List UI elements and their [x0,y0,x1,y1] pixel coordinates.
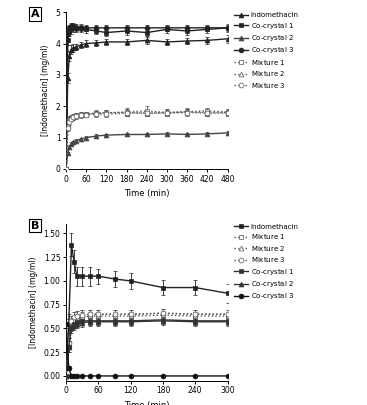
Text: A: A [30,9,39,19]
Y-axis label: [Indomethacin] (mg/ml): [Indomethacin] (mg/ml) [29,256,38,348]
Legend: Indomethacin, Co-crystal $\it{1}$, Co-crystal $\it{2}$, Co-crystal $\it{3}$, Mix: Indomethacin, Co-crystal $\it{1}$, Co-cr… [234,12,299,90]
X-axis label: Time (min): Time (min) [124,189,170,198]
X-axis label: Time (min): Time (min) [124,401,170,405]
Text: B: B [30,221,39,231]
Y-axis label: [Indomethacin] (mg/ml): [Indomethacin] (mg/ml) [41,45,50,136]
Legend: Indomethacin, Mixture $\it{1}$, Mixture $\it{2}$, Mixture $\it{3}$, Co-crystal $: Indomethacin, Mixture $\it{1}$, Mixture … [234,224,299,301]
